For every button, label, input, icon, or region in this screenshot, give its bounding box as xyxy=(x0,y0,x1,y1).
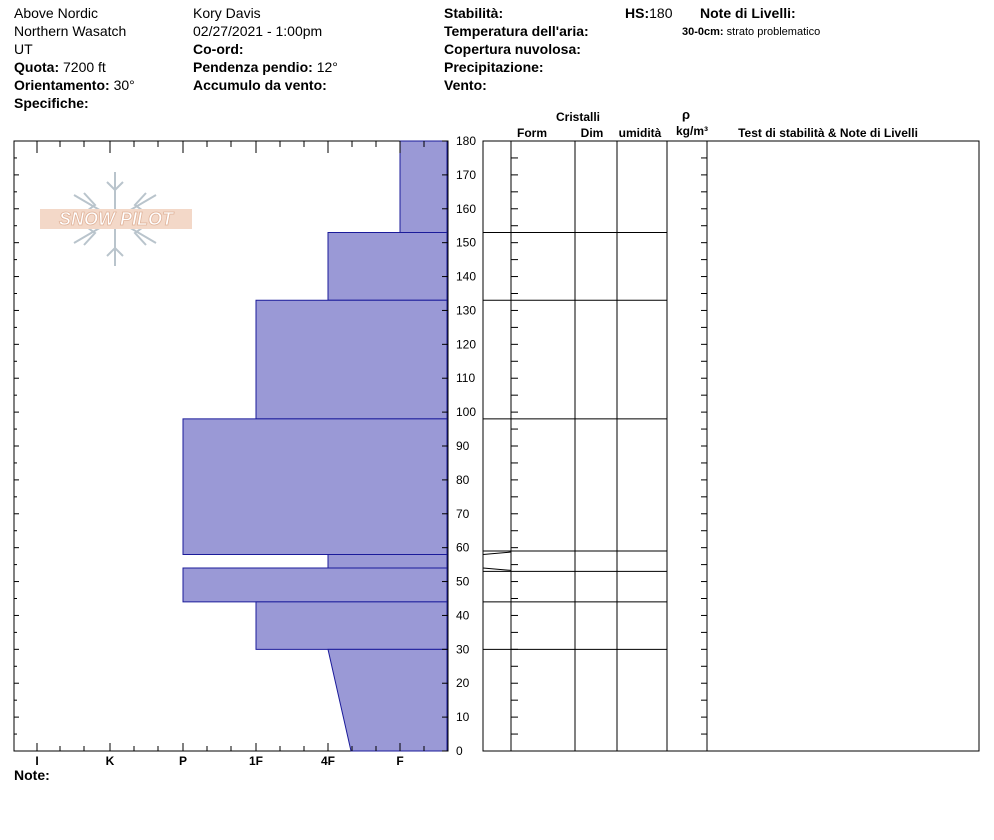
wind-load-label: Accumulo da vento: xyxy=(193,77,327,93)
cloud-cover-label: Copertura nuvolosa: xyxy=(444,41,581,57)
depth-tick-label-110: 110 xyxy=(456,371,475,385)
region-name: Northern Wasatch xyxy=(14,23,127,39)
hardness-layer-6 xyxy=(255,601,448,650)
aspect-label: Orientamento: xyxy=(14,77,110,93)
depth-tick-label-0: 0 xyxy=(456,744,463,758)
crystals-header: Cristalli xyxy=(556,110,600,124)
precipitation-label: Precipitazione: xyxy=(444,59,544,75)
hardness-layer-2 xyxy=(255,299,448,420)
hardness-layer-1 xyxy=(327,232,448,301)
hardness-layer-4 xyxy=(327,553,448,569)
depth-tick-label-60: 60 xyxy=(456,541,470,555)
depth-connector-fan-lower xyxy=(482,567,512,571)
depth-tick-label-70: 70 xyxy=(456,507,470,521)
crystal-layer-lines xyxy=(482,140,667,650)
hardness-layer-0 xyxy=(399,140,448,233)
depth-tick-label-150: 150 xyxy=(456,236,476,250)
snow-height-label: HS: xyxy=(625,5,650,21)
hardness-label-1f: 1F xyxy=(249,754,263,768)
hardness-label-k: K xyxy=(106,754,115,768)
depth-tick-label-20: 20 xyxy=(456,676,470,690)
crystal-table-frame xyxy=(482,140,980,752)
hardness-label-4f: 4F xyxy=(321,754,335,768)
depth-tick-label-130: 130 xyxy=(456,303,476,317)
coord-label: Co-ord: xyxy=(193,41,244,57)
observation-datetime: 02/27/2021 - 1:00pm xyxy=(193,23,323,39)
hardness-axis-labels: I K P 1F 4F F xyxy=(35,754,403,768)
slope-label: Pendenza pendio: xyxy=(193,59,313,75)
depth-tick-label-80: 80 xyxy=(456,473,470,487)
slope-row: Pendenza pendio: 12° xyxy=(193,58,338,76)
hardness-label-i: I xyxy=(35,754,38,768)
slope-value: 12° xyxy=(316,59,338,75)
density-unit: kg/m³ xyxy=(676,124,708,138)
table-depth-ticks xyxy=(511,140,707,752)
stability-tests-header: Test di stabilità & Note di Livelli xyxy=(738,126,918,140)
depth-tick-label-50: 50 xyxy=(456,575,470,589)
layer-note: 30-0cm: strato problematico xyxy=(682,23,820,41)
observer-name: Kory Davis xyxy=(193,5,261,21)
snow-height-value: 180 xyxy=(649,5,673,21)
depth-tick-label-170: 170 xyxy=(456,168,476,182)
hardness-label-f: F xyxy=(396,754,403,768)
density-symbol: ρ xyxy=(682,107,690,122)
snow-height-row: HS:180 xyxy=(625,4,672,22)
location-name: Above Nordic xyxy=(14,5,99,21)
hardness-axis-ticks xyxy=(14,140,425,752)
aspect-value: 30° xyxy=(113,77,135,93)
depth-tick-label-140: 140 xyxy=(456,270,476,284)
form-header: Form xyxy=(517,126,547,140)
elevation-label: Quota: xyxy=(14,59,60,75)
depth-tick-label-160: 160 xyxy=(456,202,476,216)
depth-tick-label-30: 30 xyxy=(456,642,470,656)
depth-connector-fan-upper xyxy=(482,551,512,555)
hardness-layer-3 xyxy=(182,418,448,555)
depth-axis: 0 10 20 30 40 50 60 70 80 90 100 110 120 130 140 150 160… xyxy=(442,134,476,758)
hardness-layer-7 xyxy=(327,648,448,752)
logo-text: SNOW PILOT xyxy=(59,209,175,229)
layer-notes-label: Note di Livelli: xyxy=(700,5,796,21)
elevation-value: 7200 ft xyxy=(63,59,106,75)
depth-tick-label-90: 90 xyxy=(456,439,470,453)
elevation-row: Quota: 7200 ft xyxy=(14,58,106,76)
depth-tick-label-120: 120 xyxy=(456,337,476,351)
stability-label: Stabilità: xyxy=(444,5,504,21)
state-name: UT xyxy=(14,41,33,57)
layer-note-text: strato problematico xyxy=(726,26,821,38)
dim-header: Dim xyxy=(581,126,604,140)
depth-tick-label-10: 10 xyxy=(456,710,470,724)
logo-banner xyxy=(40,209,192,229)
notes-label: Note: xyxy=(14,767,50,783)
aspect-row: Orientamento: 30° xyxy=(14,76,135,94)
hardness-layers xyxy=(182,140,448,752)
depth-tick-label-40: 40 xyxy=(456,608,470,622)
air-temp-label: Temperatura dell'aria: xyxy=(444,23,589,39)
hardness-layer-5 xyxy=(182,567,448,603)
depth-tick-label-180: 180 xyxy=(456,134,476,148)
hardness-label-p: P xyxy=(179,754,187,768)
moisture-header: umidità xyxy=(619,126,662,140)
layer-note-range: 30-0cm: xyxy=(682,26,724,38)
wind-label: Vento: xyxy=(444,77,487,93)
depth-tick-label-100: 100 xyxy=(456,405,476,419)
specifics-label: Specifiche: xyxy=(14,95,89,111)
